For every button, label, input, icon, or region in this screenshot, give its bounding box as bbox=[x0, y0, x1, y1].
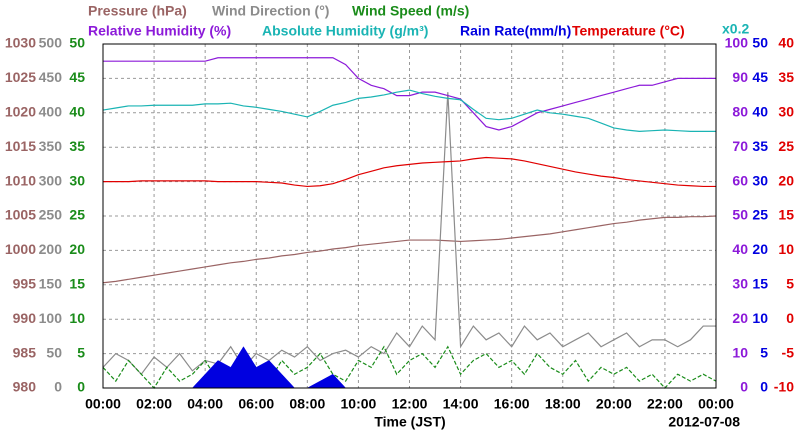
y-tick-label: 30 bbox=[69, 172, 85, 188]
x-tick-label: 04:00 bbox=[187, 396, 223, 412]
axis-note: x0.2 bbox=[722, 21, 749, 37]
y-tick-label: 80 bbox=[732, 104, 748, 120]
y-tick-label: 1005 bbox=[5, 207, 36, 223]
y-tick-label: 45 bbox=[69, 69, 85, 85]
y-tick-label: 20 bbox=[732, 310, 748, 326]
y-tick-label: 10 bbox=[69, 310, 85, 326]
y-tick-label: 300 bbox=[39, 172, 63, 188]
y-tick-label: 20 bbox=[752, 241, 768, 257]
date-label: 2012-07-08 bbox=[668, 414, 740, 430]
y-tick-label: 30 bbox=[732, 276, 748, 292]
y-tick-label: 985 bbox=[13, 344, 37, 360]
series-line bbox=[102, 345, 717, 389]
y-tick-label: 50 bbox=[752, 35, 768, 51]
y-tick-label: 40 bbox=[69, 104, 85, 120]
y-tick-label: 1020 bbox=[5, 104, 36, 120]
y-tick-label: 400 bbox=[39, 104, 63, 120]
x-tick-label: 10:00 bbox=[341, 396, 377, 412]
series-line bbox=[102, 215, 717, 284]
y-tick-label: 450 bbox=[39, 69, 63, 85]
y-tick-label: 1010 bbox=[5, 172, 36, 188]
x-tick-label: 22:00 bbox=[647, 396, 683, 412]
y-tick-label: 0 bbox=[786, 310, 794, 326]
y-tick-label: 50 bbox=[732, 207, 748, 223]
y-tick-label: 350 bbox=[39, 138, 63, 154]
series-line bbox=[103, 57, 716, 131]
y-tick-label: 0 bbox=[740, 379, 748, 395]
legend-label: Absolute Humidity (g/m³) bbox=[262, 23, 428, 39]
y-tick-label: 1000 bbox=[5, 241, 36, 257]
y-tick-label: 35 bbox=[752, 138, 768, 154]
y-tick-label: 70 bbox=[732, 138, 748, 154]
x-tick-label: 02:00 bbox=[136, 396, 172, 412]
y-tick-label: 20 bbox=[778, 172, 794, 188]
legend-label: Relative Humidity (%) bbox=[88, 23, 231, 39]
x-tick-label: 06:00 bbox=[238, 396, 274, 412]
y-tick-label: 0 bbox=[77, 379, 85, 395]
x-tick-label: 18:00 bbox=[545, 396, 581, 412]
y-tick-label: 150 bbox=[39, 276, 63, 292]
y-tick-label: 15 bbox=[778, 207, 794, 223]
legend-label: Wind Speed (m/s) bbox=[352, 3, 469, 19]
y-tick-label: 1030 bbox=[5, 35, 36, 51]
x-tick-label: 12:00 bbox=[392, 396, 428, 412]
x-tick-label: 00:00 bbox=[85, 396, 121, 412]
x-axis-label: Time (JST) bbox=[374, 414, 445, 430]
legend-label: Rain Rate(mm/h) bbox=[460, 23, 571, 39]
y-tick-label: 100 bbox=[725, 35, 749, 51]
legend-label: Pressure (hPa) bbox=[88, 3, 187, 19]
y-tick-label: 25 bbox=[69, 207, 85, 223]
y-tick-label: 30 bbox=[778, 104, 794, 120]
y-tick-label: 90 bbox=[732, 69, 748, 85]
y-tick-label: 980 bbox=[13, 379, 37, 395]
y-tick-label: 990 bbox=[13, 310, 37, 326]
y-tick-label: 5 bbox=[760, 344, 768, 360]
plot-frame bbox=[102, 43, 717, 389]
y-tick-label: 995 bbox=[13, 276, 37, 292]
x-tick-label: 14:00 bbox=[443, 396, 479, 412]
y-tick-label: 1015 bbox=[5, 138, 36, 154]
y-tick-label: 45 bbox=[752, 69, 768, 85]
series-line bbox=[103, 156, 716, 188]
y-tick-label: 35 bbox=[778, 69, 794, 85]
y-tick-label: 20 bbox=[69, 241, 85, 257]
y-tick-label: 10 bbox=[752, 310, 768, 326]
y-tick-label: 25 bbox=[778, 138, 794, 154]
y-tick-label: 5 bbox=[786, 276, 794, 292]
y-tick-label: 1025 bbox=[5, 69, 36, 85]
y-tick-label: 0 bbox=[54, 379, 62, 395]
y-tick-label: -5 bbox=[782, 344, 795, 360]
y-tick-label: 40 bbox=[752, 104, 768, 120]
y-tick-label: 15 bbox=[752, 276, 768, 292]
x-tick-label: 00:00 bbox=[698, 396, 734, 412]
y-tick-label: 50 bbox=[69, 35, 85, 51]
x-tick-label: 08:00 bbox=[289, 396, 325, 412]
x-tick-label: 16:00 bbox=[494, 396, 530, 412]
y-tick-label: 25 bbox=[752, 207, 768, 223]
y-tick-label: -10 bbox=[774, 379, 794, 395]
y-tick-label: 35 bbox=[69, 138, 85, 154]
y-tick-label: 500 bbox=[39, 35, 63, 51]
y-tick-label: 0 bbox=[760, 379, 768, 395]
y-tick-label: 15 bbox=[69, 276, 85, 292]
y-tick-label: 50 bbox=[46, 344, 62, 360]
y-tick-label: 10 bbox=[732, 344, 748, 360]
y-tick-label: 60 bbox=[732, 172, 748, 188]
y-tick-label: 200 bbox=[39, 241, 63, 257]
series-line bbox=[102, 89, 716, 132]
legend-label: Temperature (°C) bbox=[572, 23, 685, 39]
y-tick-label: 30 bbox=[752, 172, 768, 188]
y-tick-label: 10 bbox=[778, 241, 794, 257]
x-tick-label: 20:00 bbox=[596, 396, 632, 412]
y-tick-label: 40 bbox=[732, 241, 748, 257]
y-tick-label: 5 bbox=[77, 344, 85, 360]
y-tick-label: 40 bbox=[778, 35, 794, 51]
y-tick-label: 100 bbox=[39, 310, 63, 326]
legend-label: Wind Direction (°) bbox=[212, 3, 329, 19]
y-tick-label: 250 bbox=[39, 207, 63, 223]
